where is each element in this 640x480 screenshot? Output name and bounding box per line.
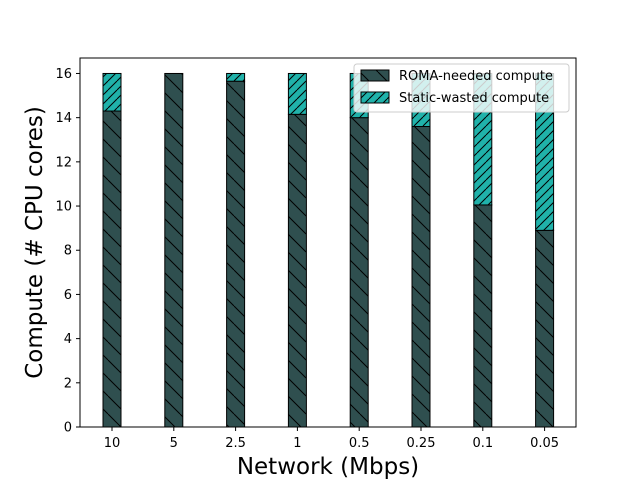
x-tick-label: 0.1 xyxy=(472,436,493,451)
x-tick-label: 5 xyxy=(170,436,178,451)
bar-segment-roma-needed xyxy=(349,117,369,428)
bar-hatch xyxy=(102,110,122,428)
legend: ROMA-needed compute Static-wasted compute xyxy=(353,63,570,113)
x-tick-label: 10 xyxy=(104,436,121,451)
x-tick-label: 1 xyxy=(293,436,301,451)
x-tick-label: 0.5 xyxy=(349,436,370,451)
bar-segment-static-wasted xyxy=(535,72,555,231)
bar-segment-static-wasted xyxy=(226,72,246,82)
axes-layer: 0 2 4 6 8 10 12 14 16 10 5 2.5 1 0.5 0.25 0.1 0.05 Networ… xyxy=(22,57,577,480)
bar-segment-roma-needed xyxy=(535,229,555,428)
bar-hatch xyxy=(102,72,122,112)
bar-segment-roma-needed xyxy=(102,110,122,428)
bar-segment-roma-needed xyxy=(226,80,246,428)
bar-hatch xyxy=(164,72,184,428)
y-tick-label: 12 xyxy=(55,155,72,170)
bar-hatch xyxy=(287,113,307,428)
x-axis-title: Network (Mbps) xyxy=(237,454,419,480)
bar-hatch xyxy=(411,125,431,428)
y-tick-label: 16 xyxy=(55,67,72,82)
x-tick-label: 0.25 xyxy=(407,436,436,451)
bar-segment-static-wasted xyxy=(102,72,122,112)
bars-layer xyxy=(102,72,555,428)
y-tick-label: 2 xyxy=(64,376,72,391)
bar-segment-roma-needed xyxy=(411,125,431,428)
legend-box xyxy=(353,63,570,113)
y-axis-title: Compute (# CPU cores) xyxy=(22,106,48,379)
y-tick-label: 10 xyxy=(55,200,72,215)
bar-hatch xyxy=(349,117,369,428)
y-tick-label: 8 xyxy=(64,244,72,259)
y-tick-label: 6 xyxy=(64,288,72,303)
legend-swatch xyxy=(360,91,390,104)
legend-label: Static-wasted compute xyxy=(399,91,549,106)
y-tick-label: 0 xyxy=(64,421,72,436)
bar-hatch xyxy=(473,204,493,428)
legend-swatch xyxy=(360,69,390,82)
bar-hatch xyxy=(287,72,307,115)
bar-hatch xyxy=(535,229,555,428)
bar-hatch xyxy=(226,80,246,428)
y-tick-label: 14 xyxy=(55,111,72,126)
bar-segment-roma-needed xyxy=(473,204,493,428)
x-tick-label: 0.05 xyxy=(530,436,559,451)
bar-segment-roma-needed xyxy=(164,72,184,428)
bar-segment-roma-needed xyxy=(287,113,307,428)
bar-hatch xyxy=(226,72,246,82)
bar-segment-static-wasted xyxy=(287,72,307,115)
legend-label: ROMA-needed compute xyxy=(399,69,553,84)
y-tick-label: 4 xyxy=(64,332,72,347)
x-tick-label: 2.5 xyxy=(225,436,246,451)
plot-frame xyxy=(79,57,577,428)
